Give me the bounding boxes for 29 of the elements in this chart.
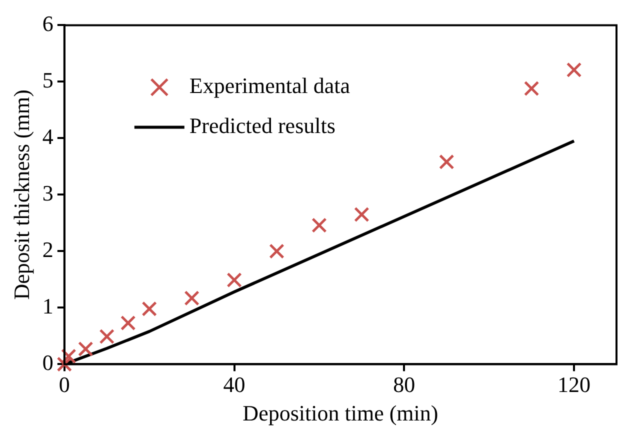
x-tick-label: 40 <box>223 372 246 398</box>
point <box>269 244 284 259</box>
legend-label: Predicted results <box>189 112 336 138</box>
point <box>61 348 76 364</box>
point <box>78 341 94 357</box>
y-tick-label: 5 <box>42 67 54 92</box>
y-axis-title: Deposit thickness (mm) <box>8 90 34 300</box>
point <box>354 206 370 222</box>
point <box>184 290 200 306</box>
y-tick-label: 6 <box>42 10 54 36</box>
y-tick-label: 0 <box>42 350 54 375</box>
point <box>120 315 136 331</box>
x-tick-label: 0 <box>58 372 70 398</box>
legend-label: Experimental data <box>189 72 350 98</box>
point <box>142 301 157 316</box>
point <box>566 62 582 78</box>
point <box>99 328 114 344</box>
point <box>524 80 540 96</box>
y-tick-label: 2 <box>42 236 54 262</box>
x-tick-label: 80 <box>393 372 416 398</box>
point <box>56 356 72 372</box>
x-tick-label: 120 <box>558 372 591 398</box>
y-tick-label: 1 <box>42 293 54 318</box>
x-axis-title: Deposition time (min) <box>242 400 438 426</box>
point <box>312 218 327 233</box>
y-tick-label: 3 <box>42 180 54 206</box>
y-tick-label: 4 <box>42 124 54 149</box>
point <box>439 154 454 170</box>
point <box>226 272 242 288</box>
